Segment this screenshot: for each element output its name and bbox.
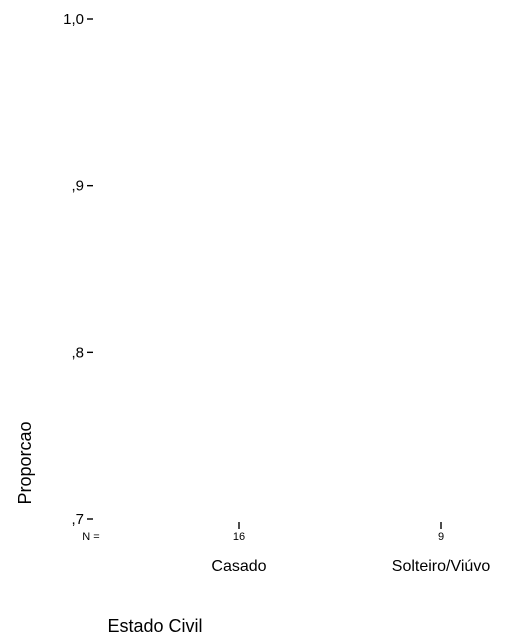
y-axis-title: Proporcao	[15, 421, 35, 504]
y-axis-ticks: 1,0 ,9 ,8 ,7	[63, 11, 93, 528]
category-label: Solteiro/Viúvo	[392, 558, 491, 575]
category-label: Casado	[211, 558, 266, 575]
y-tick-label: ,7	[71, 511, 84, 528]
x-axis-categories: 16 Casado 9 Solteiro/Viúvo	[211, 522, 490, 575]
n-count-label: 9	[438, 531, 444, 543]
y-tick-label: ,9	[71, 178, 84, 195]
y-tick-label: ,8	[71, 344, 84, 361]
x-axis-title: Estado Civil	[107, 616, 202, 636]
n-prefix-label: N =	[82, 531, 99, 543]
n-count-label: 16	[233, 531, 245, 543]
y-tick-label: 1,0	[63, 11, 84, 28]
